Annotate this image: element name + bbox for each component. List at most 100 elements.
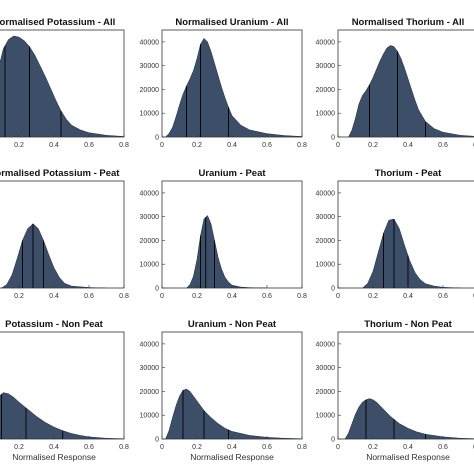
y-tick-label: 0 [331, 286, 335, 293]
x-tick-label: 0.4 [49, 142, 59, 149]
x-tick-label: 0.2 [14, 142, 24, 149]
y-tick-label: 20000 [316, 389, 336, 396]
y-tick-label: 10000 [316, 111, 336, 118]
y-tick-label: 10000 [316, 262, 336, 269]
subplot-title: Normalised Potassium - Peat [0, 168, 120, 179]
x-tick-label: 0.8 [119, 444, 129, 451]
distribution-area [0, 392, 124, 439]
subplot-4: Normalised Potassium - Peat0100002000030… [0, 168, 129, 300]
x-axis-label: Normalised Response [12, 452, 96, 462]
y-tick-label: 40000 [316, 341, 336, 348]
distribution-area [362, 218, 461, 288]
x-tick-label: 0.8 [297, 142, 307, 149]
subplot-title: Thorium - Non Peat [364, 319, 452, 330]
x-tick-label: 0.8 [297, 293, 307, 300]
x-tick-label: 0.2 [192, 444, 202, 451]
y-tick-label: 30000 [140, 365, 160, 372]
subplot-title: Normalised Uranium - All [175, 17, 288, 28]
y-tick-label: 20000 [140, 389, 160, 396]
x-tick-label: 0 [336, 142, 340, 149]
x-tick-label: 0.4 [227, 293, 237, 300]
x-tick-label: 0.2 [368, 142, 378, 149]
x-tick-label: 0.4 [403, 142, 413, 149]
subplot-3: Normalised Thorium - All 0 10000 20000 30000… [316, 17, 474, 149]
x-tick-label: 0.2 [14, 293, 24, 300]
distribution-area [0, 35, 124, 137]
x-tick-label: 0.4 [403, 293, 413, 300]
x-tick-label: 0.6 [438, 444, 448, 451]
subplot-7: Potassium - Non Peat01000020000300004000… [0, 319, 129, 462]
subplot-title: Normalised Potassium - All [0, 17, 115, 28]
x-axis-label: Normalised Response [190, 452, 274, 462]
y-tick-label: 20000 [316, 87, 336, 94]
x-tick-label: 0.2 [368, 293, 378, 300]
x-tick-label: 0.6 [84, 444, 94, 451]
x-tick-label: 0.6 [84, 142, 94, 149]
subplot-title: Potassium - Non Peat [5, 319, 103, 330]
distribution-area [1, 223, 107, 288]
x-tick-label: 0.2 [368, 444, 378, 451]
x-tick-label: 0.6 [262, 142, 272, 149]
x-tick-label: 0.2 [192, 142, 202, 149]
y-tick-label: 0 [331, 437, 335, 444]
y-tick-label: 30000 [316, 63, 336, 70]
y-tick-label: 10000 [140, 262, 160, 269]
subplot-6: Thorium - Peat 0 10000 20000 30000 40000 0 0.2 0… [316, 168, 474, 300]
y-tick-label: 30000 [140, 214, 160, 221]
y-tick-label: 10000 [316, 413, 336, 420]
y-tick-label: 40000 [140, 39, 160, 46]
distribution-area [348, 45, 474, 137]
x-tick-label: 0.2 [192, 293, 202, 300]
subplot-title: Thorium - Peat [375, 168, 442, 179]
y-tick-label: 20000 [316, 238, 336, 245]
x-tick-label: 0.6 [262, 444, 272, 451]
subplot-title: Uranium - Non Peat [188, 319, 277, 330]
y-tick-label: 0 [331, 135, 335, 142]
y-tick-label: 20000 [140, 238, 160, 245]
x-tick-label: 0.2 [14, 444, 24, 451]
y-tick-label: 0 [155, 135, 159, 142]
subplot-5: Uranium - Peat 0 10000 20000 30000 40000 0 0.2 0… [140, 168, 307, 300]
distribution-area [165, 37, 302, 137]
subplot-9: Thorium - Non Peat 0 10000 20000 30000 40000 0… [316, 319, 474, 462]
y-tick-label: 40000 [140, 190, 160, 197]
x-tick-label: 0.4 [403, 444, 413, 451]
distribution-area [344, 398, 474, 439]
x-tick-label: 0.8 [297, 444, 307, 451]
subplot-title: Uranium - Peat [198, 168, 266, 179]
y-tick-label: 40000 [316, 39, 336, 46]
y-tick-label: 20000 [140, 87, 160, 94]
distribution-area [165, 388, 302, 439]
y-tick-label: 40000 [140, 341, 160, 348]
x-tick-label: 0 [336, 293, 340, 300]
subplot-title: Normalised Thorium - All [352, 17, 465, 28]
y-tick-label: 30000 [316, 365, 336, 372]
subplot-8: Uranium - Non Peat 0 10000 20000 30000 40000 0… [140, 319, 307, 462]
axes-frame [161, 180, 303, 289]
subplot-2: Normalised Uranium - All 0 10000 20000 30000… [140, 17, 307, 149]
x-tick-label: 0.8 [119, 142, 129, 149]
x-tick-label: 0.6 [438, 142, 448, 149]
distribution-area [186, 215, 268, 288]
y-tick-label: 0 [155, 437, 159, 444]
x-tick-label: 0 [160, 444, 164, 451]
y-tick-label: 30000 [316, 214, 336, 221]
x-tick-label: 0.4 [49, 444, 59, 451]
x-tick-label: 0.4 [49, 293, 59, 300]
y-tick-label: 0 [155, 286, 159, 293]
y-tick-label: 30000 [140, 63, 160, 70]
subplot-1: Normalised Potassium - All01000020000300… [0, 17, 129, 149]
x-tick-label: 0.8 [119, 293, 129, 300]
x-axis-label: Normalised Response [366, 452, 450, 462]
x-tick-label: 0.6 [438, 293, 448, 300]
x-tick-label: 0 [160, 142, 164, 149]
y-tick-label: 10000 [140, 413, 160, 420]
y-tick-label: 10000 [140, 111, 160, 118]
y-tick-label: 40000 [316, 190, 336, 197]
x-tick-label: 0.6 [262, 293, 272, 300]
x-tick-label: 0.4 [227, 142, 237, 149]
x-tick-label: 0 [336, 444, 340, 451]
x-tick-label: 0.4 [227, 444, 237, 451]
x-tick-label: 0.6 [84, 293, 94, 300]
